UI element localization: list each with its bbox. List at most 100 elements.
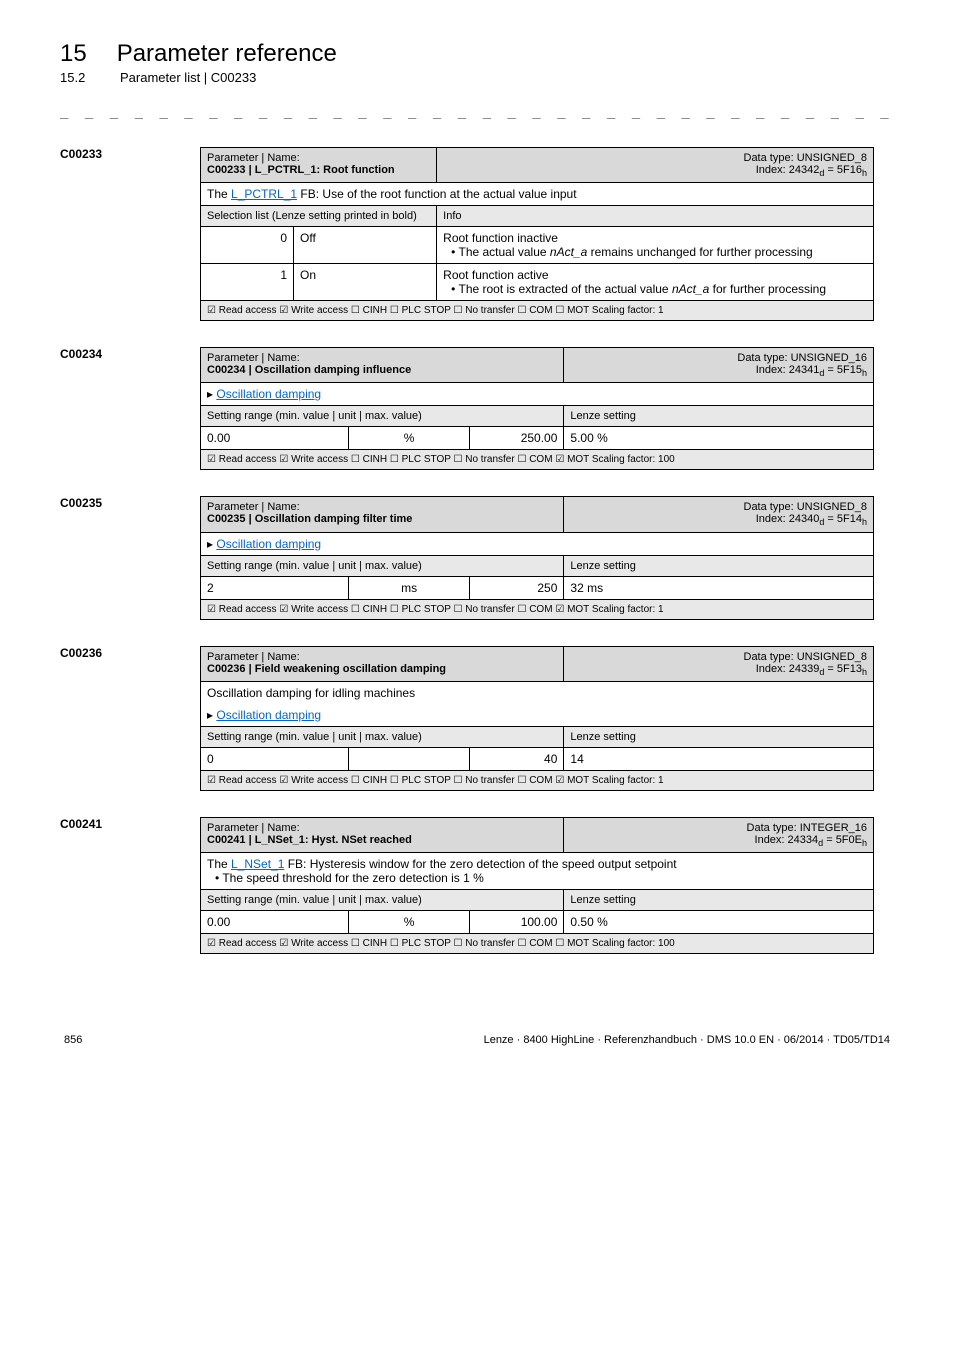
param-meta-cell: Data type: UNSIGNED_8 Index: 24339d = 5F… (564, 646, 874, 681)
related-link-cell: ▸ Oscillation damping (201, 704, 874, 727)
param-name-label: Parameter | Name: (207, 501, 300, 513)
param-id: C00241 (60, 817, 102, 831)
setting-row: 2 ms 250 32 ms (201, 576, 874, 599)
param-name-label: Parameter | Name: (207, 822, 300, 834)
param-name-label: Parameter | Name: (207, 651, 300, 663)
unit: % (349, 427, 470, 450)
section-title: Parameter list | C00233 (120, 70, 256, 85)
unit: % (349, 910, 470, 933)
selection-key: 0 (201, 227, 294, 264)
max-value: 40 (470, 747, 564, 770)
unit: ms (349, 576, 470, 599)
param-table-c00234: Parameter | Name: C00234 | Oscillation d… (200, 347, 874, 470)
param-table-c00233: Parameter | Name: C00233 | L_PCTRL_1: Ro… (200, 147, 874, 321)
access-flags: ☑ Read access ☑ Write access ☐ CINH ☐ PL… (201, 599, 874, 619)
fb-link[interactable]: L_PCTRL_1 (231, 187, 297, 201)
param-name-label: Parameter | Name: (207, 352, 300, 364)
selection-row: 1 On Root function active • The root is … (201, 264, 874, 301)
param-table-c00236: Parameter | Name: C00236 | Field weakeni… (200, 646, 874, 791)
max-value: 250.00 (470, 427, 564, 450)
setting-range-header: Setting range (min. value | unit | max. … (201, 726, 564, 747)
access-flags: ☑ Read access ☑ Write access ☐ CINH ☐ PL… (201, 450, 874, 470)
data-type: Data type: UNSIGNED_8 (744, 152, 868, 164)
selection-value: On (294, 264, 437, 301)
setting-row: 0.00 % 250.00 5.00 % (201, 427, 874, 450)
access-flags: ☑ Read access ☑ Write access ☐ CINH ☐ PL… (201, 770, 874, 790)
param-name: C00241 | L_NSet_1: Hyst. NSet reached (207, 834, 412, 846)
lenze-setting-header: Lenze setting (564, 889, 874, 910)
param-description: The L_NSet_1 FB: Hysteresis window for t… (201, 852, 874, 889)
oscillation-damping-link[interactable]: Oscillation damping (216, 708, 321, 722)
param-name: C00236 | Field weakening oscillation dam… (207, 663, 446, 675)
setting-range-header: Setting range (min. value | unit | max. … (201, 406, 564, 427)
access-flags: ☑ Read access ☑ Write access ☐ CINH ☐ PL… (201, 301, 874, 321)
related-link-cell: ▸ Oscillation damping (201, 532, 874, 555)
param-header-cell: Parameter | Name: C00234 | Oscillation d… (201, 348, 564, 383)
lenze-setting-header: Lenze setting (564, 555, 874, 576)
page-footer: 856 Lenze · 8400 HighLine · Referenzhand… (60, 1034, 894, 1046)
param-description: The L_PCTRL_1 FB: Use of the root functi… (201, 183, 874, 206)
param-header-cell: Parameter | Name: C00236 | Field weakeni… (201, 646, 564, 681)
param-description: Oscillation damping for idling machines (201, 681, 874, 704)
param-meta-cell: Data type: UNSIGNED_8 Index: 24340d = 5F… (564, 497, 874, 532)
param-index: Index: 24341d = 5F15h (756, 364, 867, 376)
param-name: C00235 | Oscillation damping filter time (207, 513, 412, 525)
min-value: 0.00 (201, 427, 349, 450)
section-heading: 15.2 Parameter list | C00233 (60, 70, 894, 85)
param-meta-cell: Data type: INTEGER_16 Index: 24334d = 5F… (564, 817, 874, 852)
min-value: 2 (201, 576, 349, 599)
oscillation-damping-link[interactable]: Oscillation damping (216, 537, 321, 551)
param-index: Index: 24334d = 5F0Eh (755, 834, 867, 846)
param-name: C00233 | L_PCTRL_1: Root function (207, 164, 395, 176)
lenze-value: 14 (564, 747, 874, 770)
data-type: Data type: INTEGER_16 (747, 822, 867, 834)
chapter-title: Parameter reference (117, 40, 337, 68)
separator-line: _ _ _ _ _ _ _ _ _ _ _ _ _ _ _ _ _ _ _ _ … (60, 103, 894, 119)
selection-key: 1 (201, 264, 294, 301)
param-meta-cell: Data type: UNSIGNED_8 Index: 24342d = 5F… (437, 148, 874, 183)
param-header-cell: Parameter | Name: C00235 | Oscillation d… (201, 497, 564, 532)
param-table-c00235: Parameter | Name: C00235 | Oscillation d… (200, 496, 874, 619)
lenze-value: 32 ms (564, 576, 874, 599)
selection-info: Root function inactive • The actual valu… (437, 227, 874, 264)
footer-text: Lenze · 8400 HighLine · Referenzhandbuch… (484, 1034, 890, 1046)
lenze-value: 5.00 % (564, 427, 874, 450)
param-name-label: Parameter | Name: (207, 152, 300, 164)
data-type: Data type: UNSIGNED_16 (737, 352, 867, 364)
access-flags: ☑ Read access ☑ Write access ☐ CINH ☐ PL… (201, 933, 874, 953)
param-header-cell: Parameter | Name: C00241 | L_NSet_1: Hys… (201, 817, 564, 852)
setting-range-header: Setting range (min. value | unit | max. … (201, 889, 564, 910)
param-index: Index: 24340d = 5F14h (756, 513, 867, 525)
fb-link[interactable]: L_NSet_1 (231, 857, 284, 871)
page-number: 856 (64, 1034, 82, 1046)
min-value: 0 (201, 747, 349, 770)
lenze-value: 0.50 % (564, 910, 874, 933)
param-id: C00235 (60, 496, 102, 510)
selection-row: 0 Off Root function inactive • The actua… (201, 227, 874, 264)
related-link-cell: ▸ Oscillation damping (201, 383, 874, 406)
max-value: 250 (470, 576, 564, 599)
oscillation-damping-link[interactable]: Oscillation damping (216, 387, 321, 401)
chapter-heading: 15 Parameter reference (60, 40, 894, 68)
param-table-c00241: Parameter | Name: C00241 | L_NSet_1: Hys… (200, 817, 874, 954)
selection-info: Root function active • The root is extra… (437, 264, 874, 301)
lenze-setting-header: Lenze setting (564, 406, 874, 427)
param-meta-cell: Data type: UNSIGNED_16 Index: 24341d = 5… (564, 348, 874, 383)
info-header: Info (437, 206, 874, 227)
setting-row: 0.00 % 100.00 0.50 % (201, 910, 874, 933)
param-index: Index: 24339d = 5F13h (756, 663, 867, 675)
lenze-setting-header: Lenze setting (564, 726, 874, 747)
data-type: Data type: UNSIGNED_8 (744, 651, 868, 663)
param-id: C00234 (60, 347, 102, 361)
param-name: C00234 | Oscillation damping influence (207, 364, 411, 376)
max-value: 100.00 (470, 910, 564, 933)
selection-list-header: Selection list (Lenze setting printed in… (201, 206, 437, 227)
param-index: Index: 24342d = 5F16h (756, 164, 867, 176)
param-id: C00233 (60, 147, 102, 161)
setting-row: 0 40 14 (201, 747, 874, 770)
unit (349, 747, 470, 770)
setting-range-header: Setting range (min. value | unit | max. … (201, 555, 564, 576)
section-number: 15.2 (60, 70, 90, 85)
param-id: C00236 (60, 646, 102, 660)
min-value: 0.00 (201, 910, 349, 933)
